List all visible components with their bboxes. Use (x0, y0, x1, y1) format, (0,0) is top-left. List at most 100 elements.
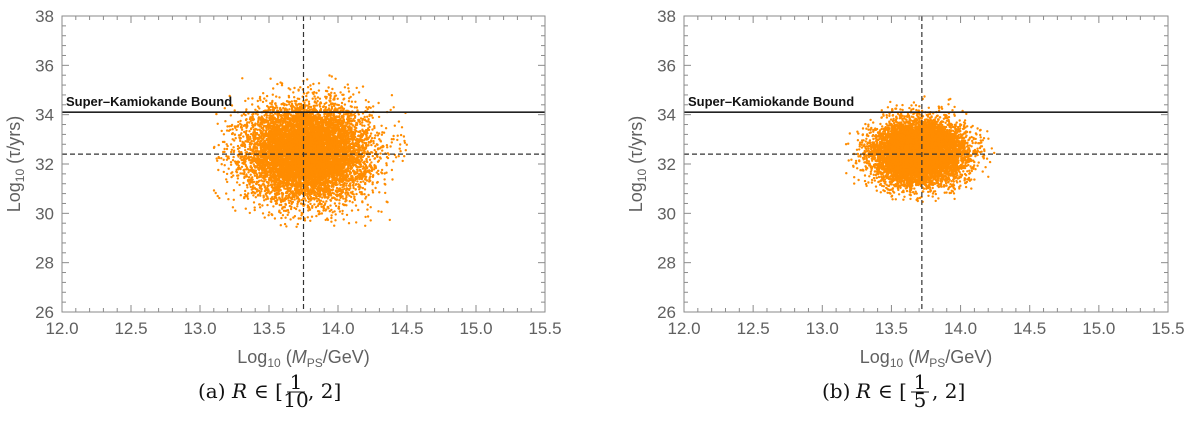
data-point (363, 124, 366, 128)
data-point (225, 147, 229, 151)
data-point (348, 200, 351, 203)
data-point (280, 216, 283, 220)
data-point (305, 94, 308, 98)
data-point (222, 133, 226, 136)
data-point (214, 191, 217, 195)
data-point (259, 140, 262, 143)
data-point (348, 97, 351, 100)
data-point (231, 159, 235, 162)
data-point (232, 198, 235, 201)
data-point (384, 183, 387, 186)
data-point (334, 204, 338, 208)
data-point (322, 209, 325, 212)
data-point (347, 100, 351, 103)
data-point (229, 163, 233, 166)
data-point (352, 93, 355, 96)
data-point (397, 120, 401, 123)
data-point (261, 100, 265, 104)
data-point (244, 113, 247, 117)
data-point (361, 200, 364, 203)
data-point (379, 140, 383, 143)
data-point (374, 134, 377, 137)
data-point (213, 145, 216, 149)
data-point (258, 206, 262, 209)
data-point (366, 115, 369, 119)
data-point (217, 143, 220, 147)
data-point (267, 184, 270, 187)
data-point (232, 189, 236, 192)
data-point (237, 120, 240, 124)
data-point (230, 172, 233, 175)
data-point (236, 174, 239, 177)
data-point (330, 208, 333, 212)
data-point (350, 209, 354, 212)
data-point (371, 116, 374, 120)
data-point (243, 193, 247, 196)
data-point (361, 85, 365, 88)
data-point (309, 84, 312, 87)
data-point (234, 209, 237, 212)
data-point (230, 150, 233, 154)
data-point (329, 102, 333, 106)
data-point (307, 100, 311, 103)
data-point (253, 208, 256, 212)
data-point (355, 123, 359, 127)
data-point (333, 92, 336, 95)
data-point (275, 95, 278, 98)
data-point (268, 211, 271, 214)
data-point (334, 219, 337, 222)
data-point (226, 180, 229, 184)
data-point (222, 170, 225, 174)
data-point (265, 192, 268, 195)
data-point (225, 178, 228, 181)
data-point (333, 224, 336, 227)
data-point (215, 112, 218, 116)
data-point (385, 171, 388, 174)
data-point (346, 83, 349, 86)
data-point (232, 146, 235, 149)
data-point (315, 104, 319, 107)
data-point (325, 95, 328, 99)
data-point (261, 171, 264, 175)
data-point (289, 88, 292, 91)
data-point (369, 219, 372, 222)
data-point (373, 125, 376, 128)
data-point (244, 149, 247, 152)
data-point (339, 91, 342, 94)
data-point (240, 114, 243, 117)
data-point (311, 97, 314, 100)
data-point (345, 194, 348, 197)
data-point (371, 151, 374, 154)
data-point (350, 100, 354, 103)
data-point (281, 207, 284, 210)
data-point (361, 124, 364, 127)
data-point (240, 128, 244, 131)
data-point (261, 204, 264, 207)
data-point (396, 138, 399, 142)
data-point (359, 180, 362, 184)
data-point (228, 125, 231, 128)
data-point (272, 87, 275, 90)
data-point (313, 91, 316, 94)
data-point (222, 158, 225, 161)
data-point (254, 196, 257, 199)
data-point (315, 91, 318, 95)
data-point (405, 143, 408, 146)
data-point (252, 112, 255, 116)
data-point (251, 97, 254, 100)
data-point (255, 154, 258, 157)
data-point (326, 205, 330, 209)
data-point (318, 212, 321, 215)
data-point (370, 161, 373, 164)
data-point (313, 95, 316, 98)
data-point (345, 178, 349, 182)
data-point (287, 211, 290, 214)
data-point (330, 214, 333, 217)
data-point (258, 203, 261, 206)
data-point (362, 180, 365, 183)
data-point (397, 155, 400, 158)
data-point (340, 101, 344, 105)
data-point (232, 155, 235, 159)
